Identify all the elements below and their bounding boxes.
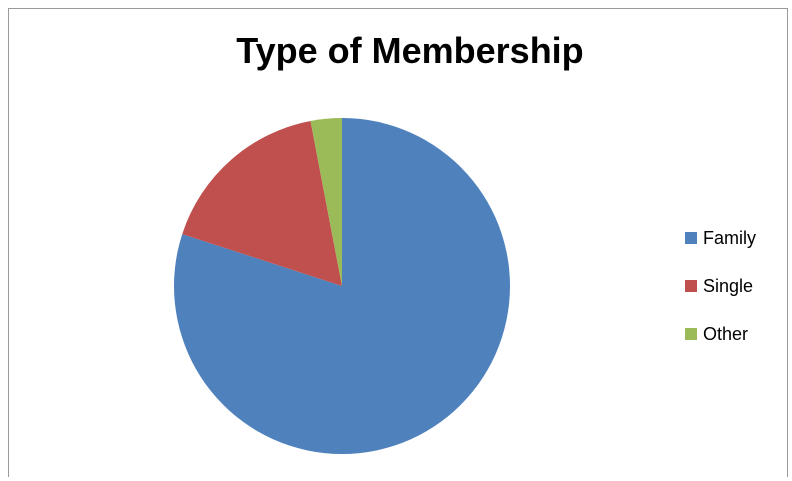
legend-item-other: Other <box>685 322 756 346</box>
chart-title: Type of Membership <box>236 30 584 71</box>
legend-label-single: Single <box>703 275 754 296</box>
legend-swatch-family <box>685 232 697 244</box>
pie-slice-single <box>182 120 342 286</box>
legend-item-family: Family <box>685 226 756 250</box>
pie-slice-other <box>310 118 342 286</box>
legend-item-single: Single <box>685 274 756 298</box>
legend-label-other: Other <box>703 323 749 344</box>
legend-swatch-single <box>685 280 697 292</box>
legend-label-family: Family <box>703 227 756 248</box>
legend: Family Single Other <box>685 226 756 370</box>
legend-swatch-other <box>685 328 697 340</box>
